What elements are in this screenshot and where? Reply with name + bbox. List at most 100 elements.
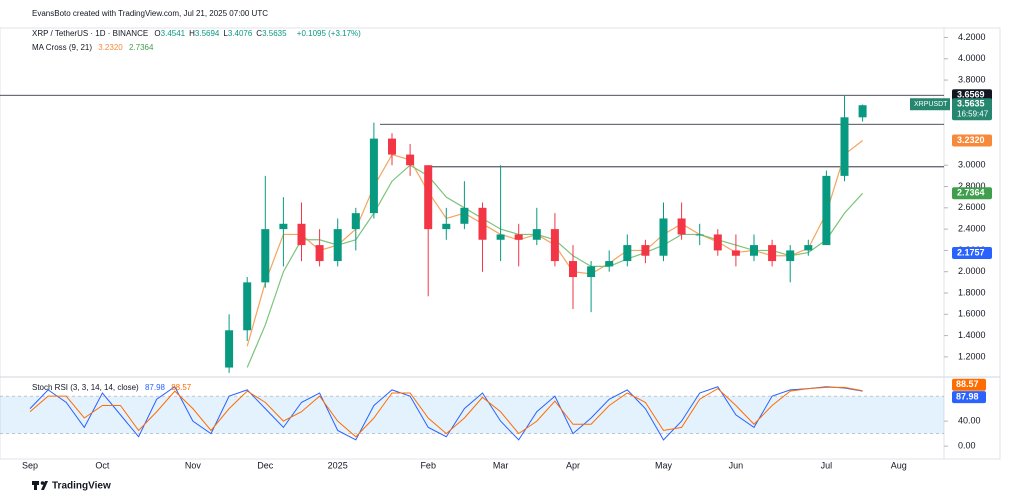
y-tick-label: 4.0000 [958,53,986,63]
candle-body [496,234,505,240]
x-tick-label: Feb [420,460,436,470]
y-tick-label: 1.4000 [958,330,986,340]
candle-body [351,213,360,230]
legend-ohlc: XRP / TetherUS · 1D · BINANCE O3.4541 H3.… [32,29,365,38]
candle-body [858,105,867,118]
price-label-box [952,134,992,147]
x-tick-label: Nov [185,460,202,470]
candle-body [532,229,541,240]
y-tick-label: 1.6000 [958,309,986,319]
ma-value: 2.7364 [128,43,154,52]
rsi-line [29,386,863,438]
y-tick-label: 2.0000 [958,266,986,276]
x-tick-label: Jun [729,460,744,470]
candle-body [514,234,523,240]
candle-body [731,250,740,256]
footer: TradingView [52,481,111,492]
y-tick-label: 2.6000 [958,202,986,212]
price-label-box [952,247,992,260]
x-tick-label: Jul [821,460,833,470]
ohlc-value: 3.5694 [194,29,220,38]
x-tick-label: May [655,460,673,470]
candle-body [641,245,650,256]
y-tick-label: 4.2000 [958,32,986,42]
legend-ma: MA Cross (9, 21) 3.2320 2.7364 [32,43,157,52]
change: +0.1095 (+3.17%) [296,29,361,38]
candle-body [713,234,722,251]
last-price-name-box [910,98,950,111]
candle-body [605,261,614,267]
candle-body [659,218,668,256]
credit: EvansBoto created with TradingView.com, … [32,9,268,18]
y-tick-label: 2.8000 [958,181,986,191]
x-tick-label: Apr [566,460,580,470]
candle-body [388,138,396,155]
x-tick-label: Oct [95,460,110,470]
candle-body [279,223,288,230]
candle-body [297,223,306,246]
tv-logo: TradingView [32,481,111,492]
candle-body [677,218,686,235]
candle-body [406,154,415,166]
candle-body [315,245,324,262]
candle-body [840,117,849,176]
candle-body [333,229,342,262]
ohlc-value: 3.5635 [262,29,287,38]
ohlc-label: O [154,29,161,38]
rsi-value-box [952,378,986,391]
ma-value: 3.2320 [98,43,123,52]
rsi-value-box [952,391,986,404]
ohlc-value: 3.4076 [227,29,253,38]
rsi-value-label: 87.98 [956,392,979,402]
candle-body [822,175,831,246]
candle-body [550,229,559,262]
candle-body [369,138,378,214]
candle-body [225,330,234,368]
rsi-value-label: 88.57 [956,379,979,389]
ohlc-value: 3.4541 [160,29,186,38]
x-tick-label: Dec [257,460,274,470]
x-tick-label: Sep [22,460,38,470]
last-price-box [952,98,992,121]
candle-body [786,250,795,262]
candle-body [569,261,577,278]
price-pane [0,94,944,373]
rsi-tick-label: 0.00 [958,441,976,451]
y-tick-label: 2.4000 [958,223,986,233]
ohlc-label: C [256,29,263,38]
y-tick-label: 1.2000 [958,351,986,361]
countdown: 16:59:47 [957,109,989,118]
x-tick-label: Mar [493,460,509,470]
last-price: 3.5635 [957,99,985,109]
x-tick-label: 2025 [328,460,348,470]
price-label: 3.6569 [957,90,985,100]
candle-body [623,245,632,262]
candle-body [261,229,270,283]
candle-body [243,282,252,331]
y-tick-label: 1.8000 [958,287,986,297]
candle-body [695,234,704,236]
candle-body [750,245,758,256]
y-tick-label: 3.8000 [958,74,986,84]
rsi-pane [0,386,944,441]
symbol: XRP / TetherUS · 1D · BINANCE [32,29,149,38]
ohlc-label: L [223,29,228,38]
axes: 1.20001.40001.60001.80002.00002.20002.40… [22,32,992,470]
y-tick-label: 3.0000 [958,160,986,170]
rsi-value: 88.57 [171,383,192,392]
last-price-name: XRPUSDT [914,101,948,108]
ohlc: O3.4541 H3.5694 L3.4076 C3.5635 [154,29,290,38]
frame [0,27,1001,460]
legend-rsi: Stoch RSI (3, 3, 14, 14, close) 87.98 88… [32,383,195,392]
candle-body [587,266,596,278]
rsi-value: 87.98 [144,383,165,392]
rsi-tick-label: 40.00 [958,416,981,426]
rsi-line [29,386,863,441]
price-label: 2.7364 [957,188,985,198]
candle-body [768,245,777,262]
candle-body [424,165,433,230]
rsi-title: Stoch RSI (3, 3, 14, 14, close) [32,383,139,392]
x-tick-label: Aug [891,460,907,470]
